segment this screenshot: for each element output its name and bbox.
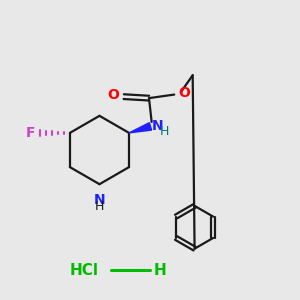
Text: N: N <box>94 193 105 206</box>
Text: H: H <box>95 200 104 213</box>
Text: O: O <box>107 88 119 103</box>
Text: H: H <box>159 124 169 138</box>
Text: O: O <box>178 86 190 100</box>
Polygon shape <box>129 123 152 133</box>
Text: HCl: HCl <box>70 263 99 278</box>
Text: H: H <box>154 263 167 278</box>
Text: F: F <box>26 126 36 140</box>
Text: N: N <box>152 119 163 133</box>
